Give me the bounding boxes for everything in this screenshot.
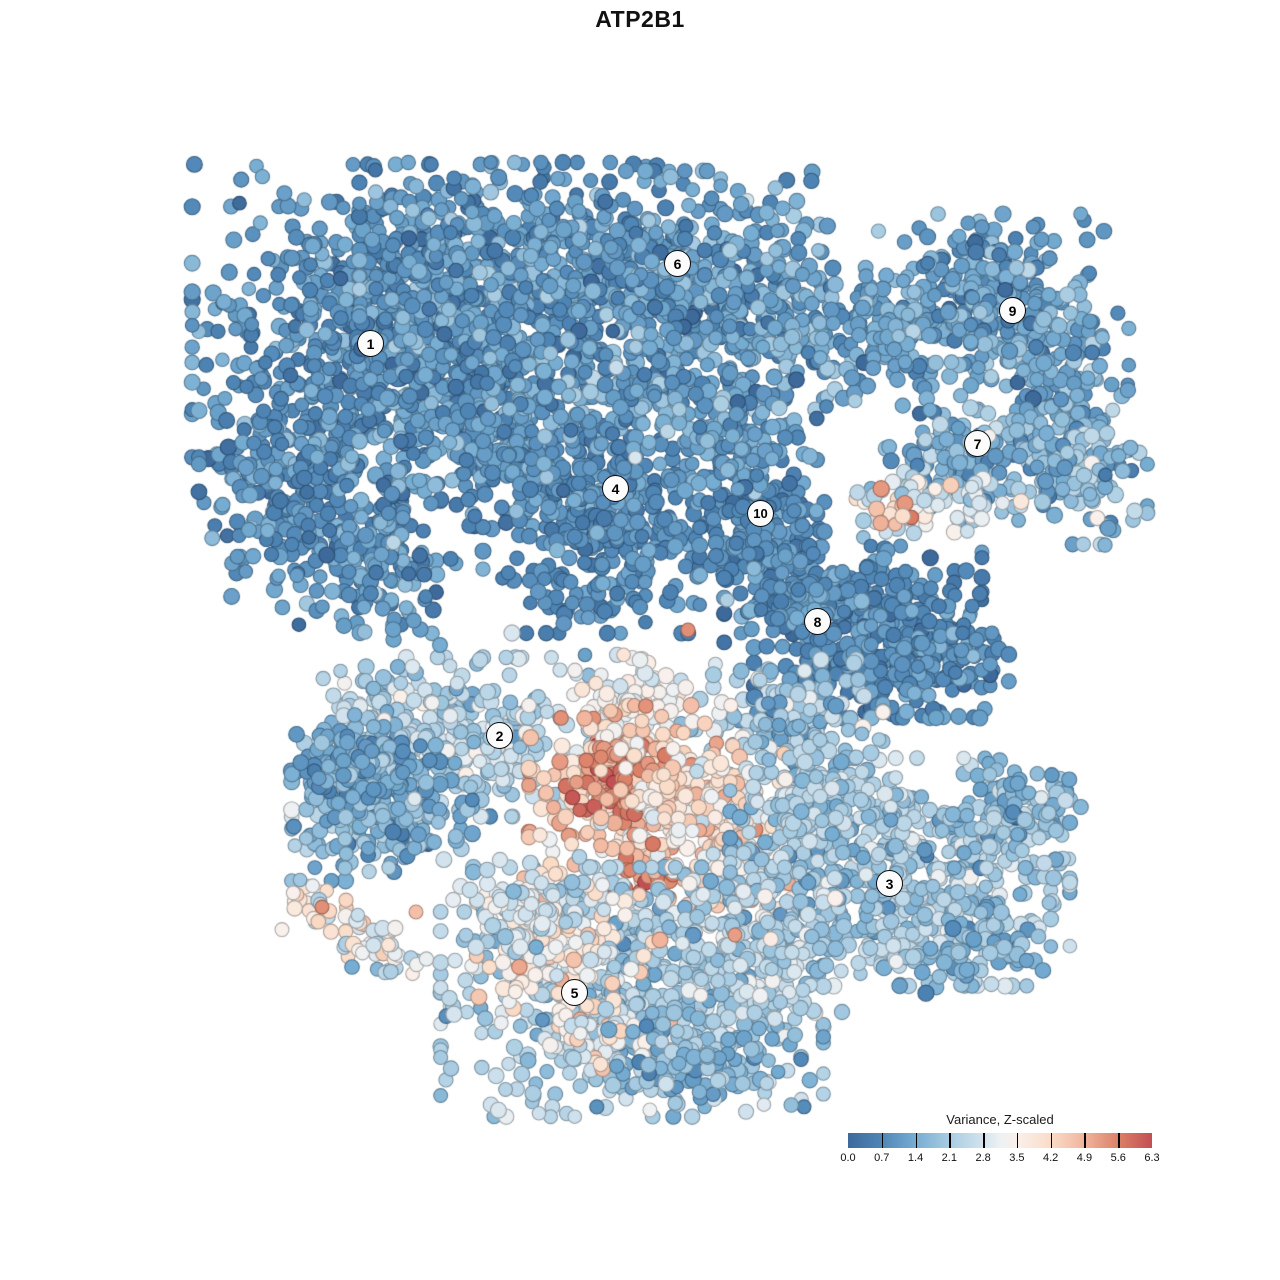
legend-tick-label: 0.7 [874,1152,890,1164]
colorbar-legend: Variance, Z-scaled 0.0 0.7 1.4 2.1 2.8 3.5 4.2… [840,1112,1159,1172]
legend-tick-label: 2.8 [975,1152,991,1164]
legend-tick-labels: 0.0 0.7 1.4 2.1 2.8 3.5 4.2 4.9 5.6 6.3 [840,1152,1159,1166]
legend-tick-label: 3.5 [1009,1152,1025,1164]
legend-tick [1016,1133,1019,1148]
legend-tick-label: 2.1 [941,1152,957,1164]
legend-title: Variance, Z-scaled [946,1112,1054,1127]
legend-tick [1084,1133,1086,1148]
legend-tick [949,1133,951,1148]
legend-tick-label: 5.6 [1110,1152,1126,1164]
legend-tick-label: 4.2 [1043,1152,1059,1164]
legend-tick [983,1133,985,1148]
legend-tick [1050,1133,1053,1148]
legend-tick-label: 1.4 [907,1152,924,1164]
legend-tick [881,1133,884,1148]
legend-tick-label: 6.3 [1144,1152,1160,1164]
legend-tick [915,1133,917,1148]
legend-tick-label: 0.0 [840,1152,856,1164]
legend-tick-label: 4.9 [1076,1152,1093,1164]
legend-tick [1118,1133,1120,1148]
legend-colorbar [848,1133,1152,1148]
